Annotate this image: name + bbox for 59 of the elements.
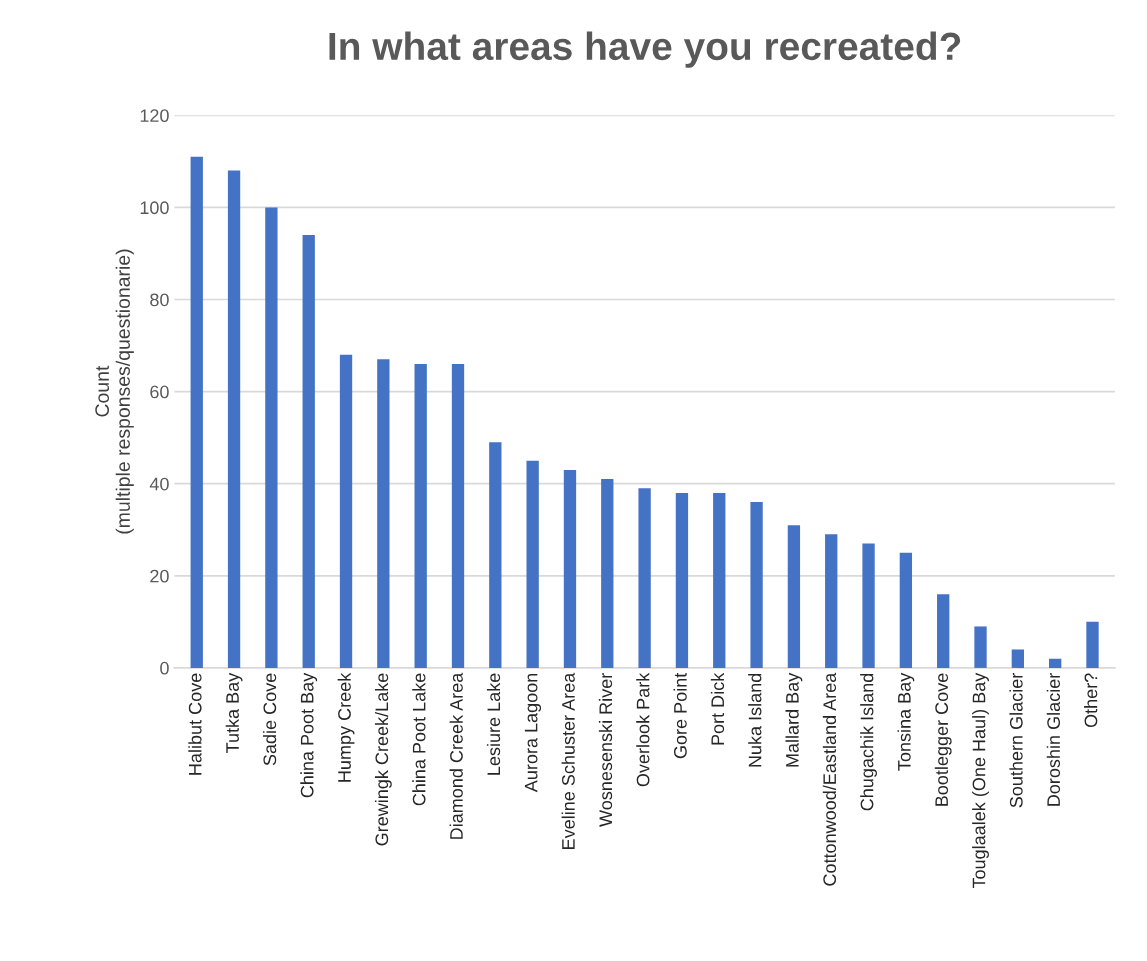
x-tick-label: Aurora Lagoon: [524, 673, 542, 793]
x-tick-label: Diamond Creek Area: [449, 672, 463, 839]
x-tick-label: Grewingk Creek/Lake: [374, 673, 392, 846]
y-tick-label: 20: [150, 569, 169, 583]
bar: [862, 543, 875, 668]
bar: [265, 207, 278, 668]
x-tick-label: Gore Point: [673, 672, 687, 759]
bar: [713, 492, 726, 668]
bar: [1011, 649, 1024, 668]
x-tick-label: Humpy Creek: [337, 672, 355, 782]
x-tick-label: Mallard Bay: [785, 672, 803, 767]
x-tick-label: Southern Glacier: [1009, 673, 1023, 808]
x-tick-label: Tutka Bay: [225, 672, 243, 753]
bar: [489, 442, 502, 668]
y-tick-label: 40: [149, 477, 169, 491]
bar: [526, 460, 539, 668]
x-tick-label: Sadie Cove: [262, 673, 277, 766]
y-tick-label: 80: [150, 293, 169, 307]
chart-title: In what areas have you recreated?: [329, 31, 961, 68]
bar: [1049, 658, 1062, 668]
bar: [339, 354, 353, 668]
bar: [787, 525, 801, 668]
bar: [675, 492, 689, 668]
x-tick-label: Halibut Cove: [188, 673, 202, 775]
x-tick-label: Eveline Schuster Area: [561, 672, 575, 849]
y-tick-label: 0: [160, 661, 169, 675]
y-axis-title: Count (multiple responses/questionarie): [95, 249, 134, 534]
x-tick-label: China Poot Lake: [412, 673, 426, 806]
x-tick-label: Cottonwood/Eastland Area: [822, 672, 837, 886]
bar: [302, 235, 315, 668]
x-tick-label: Other?: [1084, 673, 1098, 728]
x-tick-label: China Poot Bay: [300, 672, 318, 798]
x-tick-label: Bootlegger Cove: [934, 673, 952, 806]
x-tick-label: Overlook Park: [636, 672, 650, 787]
y-tick-label: 100: [140, 201, 169, 215]
bar: [190, 156, 203, 668]
bar: [974, 626, 987, 668]
x-tick-label: Wosnesenski River: [598, 673, 613, 827]
bar: [563, 469, 577, 668]
bar: [227, 170, 241, 668]
x-tick-label: Nuka Island: [748, 673, 762, 767]
bar: [899, 552, 913, 668]
bar: [377, 359, 390, 668]
bar: [750, 502, 763, 668]
x-tick-label: Tonsina Bay: [897, 672, 915, 771]
x-tick-label: Doroshin Glacier: [1046, 673, 1061, 806]
x-tick-label: Chugachik Island: [860, 673, 877, 811]
y-tick-label: 120: [140, 109, 169, 123]
x-tick-label: Lesiure Lake: [486, 673, 501, 775]
x-tick-label: Port Dick: [710, 672, 725, 745]
bar: [601, 479, 614, 668]
bar: [451, 363, 465, 668]
x-tick-label: Touglaalek (One Haul) Bay: [972, 672, 989, 889]
bar: [937, 594, 950, 668]
bar: [414, 363, 427, 668]
bar: [1086, 621, 1099, 668]
bar: [825, 534, 838, 668]
y-tick-label: 60: [150, 385, 169, 399]
bar: [638, 488, 651, 668]
